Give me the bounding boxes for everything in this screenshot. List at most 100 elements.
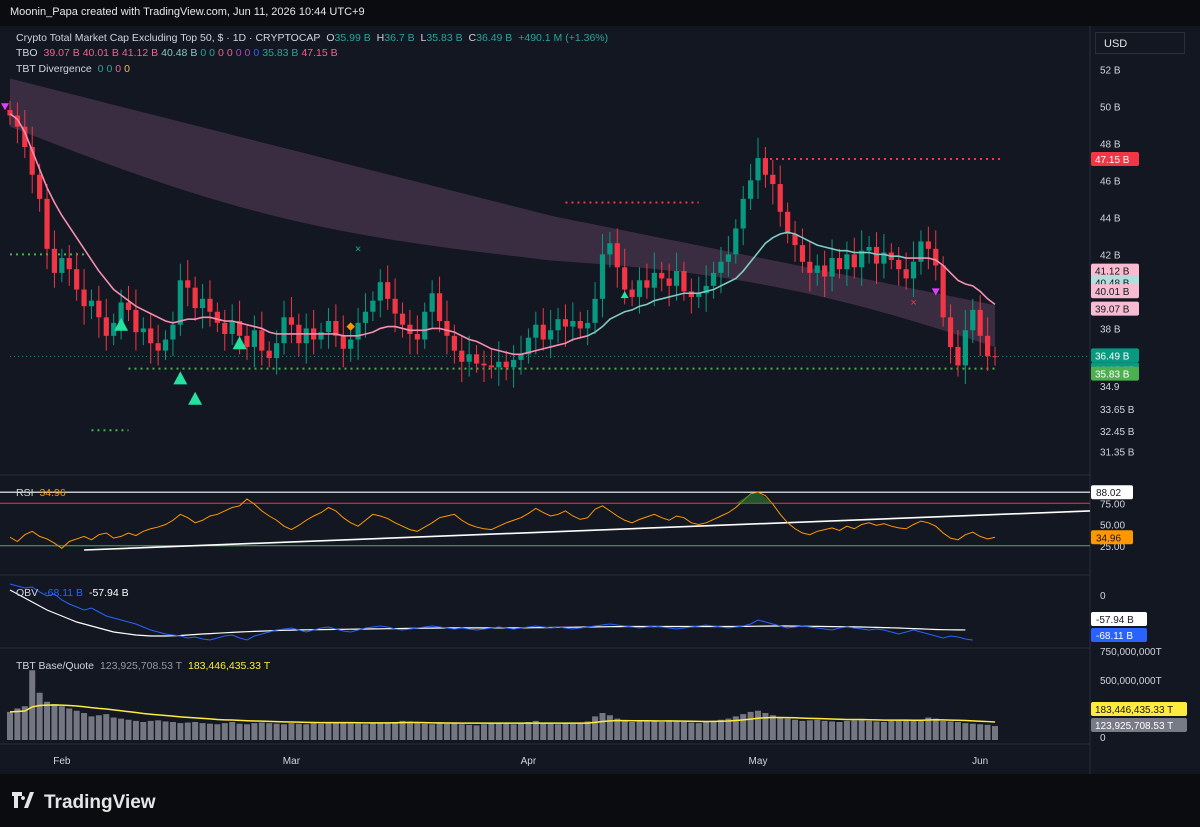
volume-bar [917, 720, 924, 740]
candle-body [822, 265, 828, 277]
volume-bar [732, 716, 739, 740]
price-tag-label: 40.01 B [1095, 287, 1130, 298]
volume-bar [44, 701, 51, 740]
volume-bar [251, 723, 258, 740]
volume-bar [962, 723, 969, 740]
obv-axis-tick: 0 [1100, 591, 1106, 602]
candle-body [755, 158, 761, 181]
open-label: O [326, 32, 335, 44]
rsi-axis-tick: 50.00 [1100, 521, 1125, 532]
volume-bar [740, 714, 747, 740]
volume-bar [162, 721, 169, 740]
candle-body [918, 241, 924, 262]
candle-body [970, 309, 976, 331]
rsi-legend: RSI 34.96 [16, 487, 69, 499]
currency-button[interactable]: USD [1095, 32, 1185, 54]
volume-bar [710, 720, 717, 740]
candle-body [466, 354, 472, 362]
candle-body [199, 298, 206, 309]
candle-body [666, 278, 672, 286]
volume-bar [192, 722, 199, 740]
obv-legend: OBV -68.11 B -57.94 B [16, 587, 132, 599]
candle-body [399, 313, 406, 325]
volume-bar [406, 721, 413, 740]
price-tag [1091, 152, 1139, 167]
volume-bar [829, 721, 836, 740]
tbo-value-2: 41.12 B [121, 47, 159, 59]
volume-bar [229, 722, 236, 740]
candle-body [562, 319, 569, 327]
chart-caption: Moonin_Papa created with TradingView.com… [10, 6, 365, 18]
candle-body [955, 346, 961, 366]
close-value: 36.49 B [476, 32, 513, 44]
main-legend: Crypto Total Market Cap Excluding Top 50… [16, 32, 611, 44]
chart-area[interactable]: ×××52 B50 B48 B46 B44 B42 B40 B38 B36 B3… [0, 26, 1200, 774]
candle-body [762, 158, 769, 175]
volume-bar [851, 720, 858, 740]
tbo-cloud [10, 78, 995, 348]
price-tag [1091, 284, 1139, 299]
tradingview-logo[interactable]: TradingView [12, 791, 156, 814]
candle-body [622, 267, 628, 290]
volume-ma-line [9, 704, 996, 724]
candle-body [940, 265, 946, 318]
volume-axis-tick: 0 [1100, 733, 1106, 744]
volume-bar [288, 723, 295, 740]
volume-bar [977, 724, 984, 740]
candle-body [155, 343, 161, 351]
candle-body [325, 321, 332, 333]
candle-body [473, 354, 480, 364]
volume-bar [717, 719, 724, 740]
volume-bar [621, 720, 628, 740]
candle-body [607, 243, 613, 255]
chart-canvas[interactable]: ×××52 B50 B48 B46 B44 B42 B40 B38 B36 B3… [0, 26, 1200, 774]
volume-name: TBT Base/Quote [16, 660, 95, 672]
candle-body [81, 289, 87, 307]
close-label: C [468, 32, 477, 44]
candle-body [14, 115, 21, 127]
volume-bar [73, 710, 80, 740]
volume-bar [221, 723, 228, 740]
volume-bar [443, 723, 450, 740]
candle-body [118, 302, 124, 323]
volume-bar [858, 719, 865, 740]
volume-bar [703, 722, 710, 740]
tbo-value-11: 35.83 B [262, 47, 299, 59]
volume-bar [199, 723, 206, 740]
rsi-tag-label: 34.96 [1096, 533, 1121, 544]
buy-signal-marker [173, 371, 188, 385]
time-axis-tick: Jun [972, 756, 988, 767]
candle-body [244, 335, 250, 347]
rsi-tag-label: 88.02 [1096, 488, 1121, 499]
candle-body [414, 333, 420, 340]
candle-body [29, 147, 35, 175]
volume-bar [466, 724, 473, 740]
volume-bar [629, 722, 636, 740]
volume-bar [81, 713, 88, 740]
candle-body [570, 321, 576, 327]
volume-bar [66, 708, 73, 740]
candle-body [51, 248, 58, 273]
candle-body [629, 289, 635, 297]
volume-bar [495, 722, 502, 740]
price-axis-tick: 52 B [1100, 65, 1121, 76]
candle-body [229, 321, 235, 334]
volume-bar [762, 713, 769, 740]
volume-bar [547, 723, 554, 740]
volume-bar [725, 718, 732, 740]
obv-tag [1091, 628, 1147, 642]
candle-body [903, 269, 909, 279]
volume-bar [295, 723, 302, 740]
price-axis-tick: 50 B [1100, 102, 1121, 113]
volume-bar [14, 708, 21, 740]
candle-body [851, 254, 857, 268]
candle-body [66, 258, 72, 270]
volume-bar [125, 719, 132, 740]
rsi-overbought-fill [735, 492, 773, 504]
ma-line-bearish-2 [906, 257, 996, 305]
volume-bar [903, 719, 910, 740]
price-tag [1091, 366, 1139, 381]
candle-body [836, 258, 843, 270]
low-label: L [420, 32, 427, 44]
candle-body [362, 311, 369, 323]
